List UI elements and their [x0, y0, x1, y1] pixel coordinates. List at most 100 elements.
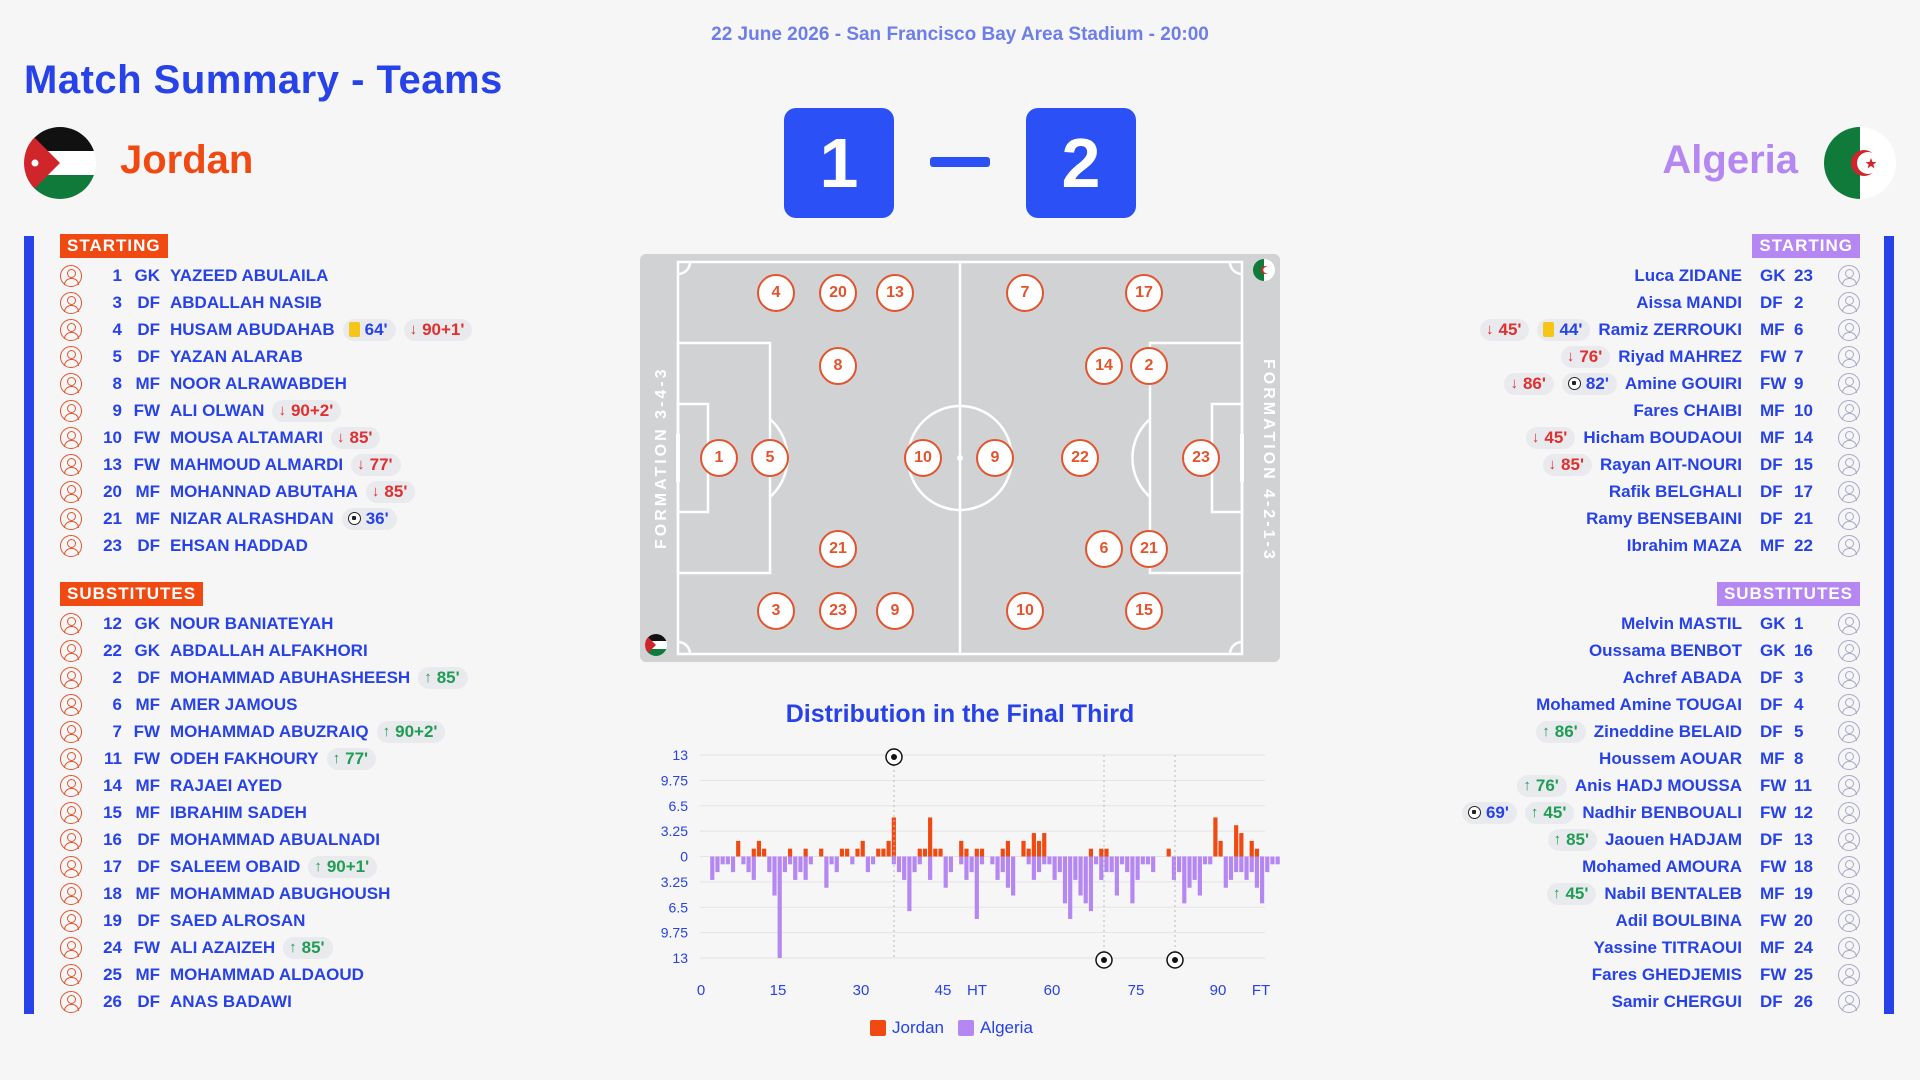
- y-tick-label: 3.25: [661, 823, 688, 839]
- player-row[interactable]: Houssem AOUAR MF 8: [1462, 745, 1860, 772]
- event-minute: 86': [1554, 721, 1578, 741]
- player-row[interactable]: Luca ZIDANE GK 23: [1480, 262, 1860, 289]
- y-tick-label: 9.75: [661, 925, 688, 941]
- player-position: MF: [1760, 883, 1785, 903]
- player-row[interactable]: 17 DF SALEEM OBAID ↑ 90+1': [60, 853, 468, 880]
- player-row[interactable]: Fares GHEDJEMIS FW 25: [1462, 961, 1860, 988]
- player-row[interactable]: 25 MF MOHAMMAD ALDAOUD: [60, 961, 468, 988]
- player-row[interactable]: Yassine TITRAOUI MF 24: [1462, 934, 1860, 961]
- player-row[interactable]: Ibrahim MAZA MF 22: [1480, 532, 1860, 559]
- player-row[interactable]: 22 GK ABDALLAH ALFAKHORI: [60, 637, 468, 664]
- player-row[interactable]: Melvin MASTIL GK 1: [1462, 610, 1860, 637]
- player-row[interactable]: Mohamed AMOURA FW 18: [1462, 853, 1860, 880]
- player-row[interactable]: 9 FW ALI OLWAN ↓ 90+2': [60, 397, 472, 424]
- away-roster-bar: [1884, 236, 1894, 1014]
- player-row[interactable]: 13 FW MAHMOUD ALMARDI ↓ 77': [60, 451, 472, 478]
- player-avatar-icon: [60, 507, 82, 530]
- player-row[interactable]: 5 DF YAZAN ALARAB: [60, 343, 472, 370]
- event-minute: 64': [364, 319, 388, 339]
- away-substitutes-list: Melvin MASTIL GK 1 Oussama BENBOT GK 16 Achref…: [1461, 610, 1860, 1015]
- player-row[interactable]: ↓ 45' 44' Ramiz ZERROUKI MF 6: [1480, 316, 1860, 343]
- event-out: ↓ 85': [1542, 453, 1592, 476]
- bar-algeria: [1145, 856, 1151, 865]
- player-row[interactable]: 7 FW MOHAMMAD ABUZRAIQ ↑ 90+2': [60, 718, 468, 745]
- pitch-home-player: 20: [819, 274, 857, 312]
- player-name: Adil BOULBINA: [1615, 910, 1742, 930]
- player-row[interactable]: 2 DF MOHAMMAD ABUHASHEESH ↑ 85': [60, 664, 468, 691]
- player-position: MF: [135, 508, 160, 528]
- player-row[interactable]: Rafik BELGHALI DF 17: [1480, 478, 1860, 505]
- player-row[interactable]: 20 MF MOHANNAD ABUTAHA ↓ 85': [60, 478, 472, 505]
- player-number: 1: [112, 265, 122, 285]
- player-row[interactable]: ↓ 45' Hicham BOUDAOUI MF 14: [1480, 424, 1860, 451]
- bar-algeria: [1234, 856, 1239, 873]
- legend-label-jordan: Jordan: [892, 1018, 944, 1037]
- event-card: 44': [1537, 318, 1591, 341]
- player-row[interactable]: 21 MF NIZAR ALRASHDAN 36': [60, 505, 472, 532]
- player-number: 15: [1794, 454, 1813, 474]
- sub-in-arrow-icon: ↑: [424, 669, 432, 686]
- player-avatar-icon: [60, 399, 82, 422]
- player-avatar-icon: [1838, 720, 1860, 743]
- player-row[interactable]: 19 DF SAED ALROSAN: [60, 907, 468, 934]
- player-row[interactable]: Achref ABADA DF 3: [1462, 664, 1860, 691]
- player-row[interactable]: Aissa MANDI DF 2: [1480, 289, 1860, 316]
- sub-out-arrow-icon: ↓: [409, 321, 418, 338]
- away-substitutes-tag: SUBSTITUTES: [1716, 582, 1860, 606]
- player-row[interactable]: Oussama BENBOT GK 16: [1462, 637, 1860, 664]
- player-row[interactable]: ↓ 76' Riyad MAHREZ FW 7: [1480, 343, 1860, 370]
- player-avatar-icon: [1838, 666, 1860, 689]
- player-row[interactable]: ↓ 85' Rayan AIT-NOURI DF 15: [1480, 451, 1860, 478]
- player-row[interactable]: 12 GK NOUR BANIATEYAH: [60, 610, 468, 637]
- goal-ball-center: [1101, 957, 1107, 963]
- player-row[interactable]: 3 DF ABDALLAH NASIB: [60, 289, 472, 316]
- player-name: ALI OLWAN: [170, 400, 265, 420]
- legend-swatch-jordan: [870, 1020, 886, 1036]
- player-name: Rafik BELGHALI: [1608, 481, 1742, 501]
- player-row[interactable]: 10 FW MOUSA ALTAMARI ↓ 85': [60, 424, 472, 451]
- player-row[interactable]: ↑ 85' Jaouen HADJAM DF 13: [1462, 826, 1860, 853]
- bar-algeria: [974, 856, 979, 919]
- x-tick-label: 90: [1210, 982, 1227, 999]
- player-row[interactable]: Ramy BENSEBAINI DF 21: [1480, 505, 1860, 532]
- player-row[interactable]: Fares CHAIBI MF 10: [1480, 397, 1860, 424]
- player-avatar-icon: [1838, 480, 1860, 503]
- player-name: Nadhir BENBOUALI: [1582, 802, 1742, 822]
- player-row[interactable]: 15 MF IBRAHIM SADEH: [60, 799, 468, 826]
- player-row[interactable]: Mohamed Amine TOUGAI DF 4: [1462, 691, 1860, 718]
- player-row[interactable]: ↑ 45' Nabil BENTALEB MF 19: [1462, 880, 1860, 907]
- player-row[interactable]: 11 FW ODEH FAKHOURY ↑ 77': [60, 745, 468, 772]
- bar-algeria: [829, 856, 834, 865]
- player-row[interactable]: 26 DF ANAS BADAWI: [60, 988, 468, 1015]
- player-number: 9: [1794, 373, 1804, 393]
- player-row[interactable]: 16 DF MOHAMMAD ABUALNADI: [60, 826, 468, 853]
- pitch-home-player: 8: [819, 347, 857, 385]
- player-name: Nabil BENTALEB: [1604, 883, 1742, 903]
- player-avatar-icon: [60, 453, 82, 476]
- bar-algeria: [995, 856, 1000, 880]
- player-position: GK: [134, 613, 161, 633]
- event-in: ↑ 90+2': [376, 720, 446, 743]
- player-row[interactable]: Adil BOULBINA FW 20: [1462, 907, 1860, 934]
- player-row[interactable]: Samir CHERGUI DF 26: [1462, 988, 1860, 1015]
- bar-jordan: [787, 848, 793, 857]
- player-row[interactable]: 8 MF NOOR ALRAWABDEH: [60, 370, 472, 397]
- player-row[interactable]: 1 GK YAZEED ABULAILA: [60, 262, 472, 289]
- player-number: 16: [103, 829, 122, 849]
- player-row[interactable]: 24 FW ALI AZAIZEH ↑ 85': [60, 934, 468, 961]
- player-row[interactable]: ↑ 86' Zineddine BELAID DF 5: [1462, 718, 1860, 745]
- player-row[interactable]: 14 MF RAJAEI AYED: [60, 772, 468, 799]
- player-row[interactable]: ↑ 76' Anis HADJ MOUSSA FW 11: [1462, 772, 1860, 799]
- event-minute: 85': [301, 937, 325, 957]
- jordan-flag-icon: [24, 127, 96, 199]
- player-row[interactable]: 23 DF EHSAN HADDAD: [60, 532, 472, 559]
- sub-out-arrow-icon: ↓: [1531, 429, 1540, 446]
- player-row[interactable]: 18 MF MOHAMMAD ABUGHOUSH: [60, 880, 468, 907]
- player-row[interactable]: 6 MF AMER JAMOUS: [60, 691, 468, 718]
- player-row[interactable]: ↓ 86' 82' Amine GOUIRI FW 9: [1480, 370, 1860, 397]
- bar-jordan: [979, 848, 985, 857]
- player-row[interactable]: 4 DF HUSAM ABUDAHAB 64' ↓ 90+1': [60, 316, 473, 343]
- player-row[interactable]: 69' ↑ 45' Nadhir BENBOUALI FW 12: [1461, 799, 1860, 826]
- bar-jordan: [1031, 833, 1036, 857]
- player-avatar-icon: [1838, 963, 1860, 986]
